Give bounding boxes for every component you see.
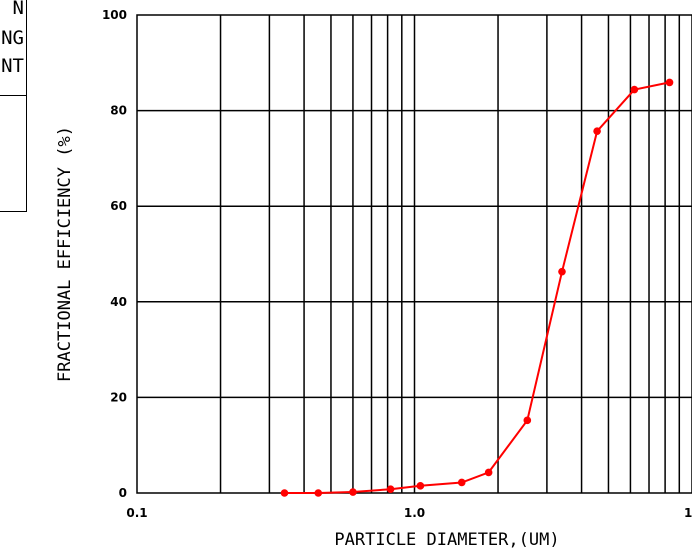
x-tick-label: 10 [684, 506, 692, 520]
series-layer [280, 78, 674, 497]
data-point [457, 478, 466, 487]
data-point [558, 267, 566, 276]
legend-line-3: NT [1, 55, 24, 77]
y-tick-label: 100 [102, 8, 127, 22]
data-point [523, 416, 532, 425]
y-tick-label: 60 [110, 199, 127, 213]
data-point [665, 78, 674, 87]
data-point [314, 489, 323, 497]
legend-divider [0, 95, 26, 96]
y-axis-title: FRACTIONAL EFFICIENCY (%) [55, 126, 75, 382]
data-point [349, 488, 357, 496]
data-point [416, 482, 425, 490]
legend-line-2: ING [0, 27, 24, 49]
y-tick-label: 40 [110, 295, 127, 309]
y-tick-label: 80 [110, 104, 127, 118]
y-tick-label: 20 [110, 390, 127, 404]
data-point [484, 468, 493, 477]
data-point [280, 489, 289, 497]
legend-line-1: N [12, 0, 24, 19]
x-tick-label: 0.1 [126, 506, 147, 520]
grid-layer [137, 15, 692, 493]
legend-box: N ING NT [0, 0, 27, 212]
data-point [593, 127, 601, 135]
x-axis-title: PARTICLE DIAMETER,(UM) [334, 530, 559, 550]
series-line [284, 81, 670, 494]
tick-layer: 0 20 40 60 80 100 0.1 1.0 10 [102, 8, 692, 520]
y-tick-label: 0 [119, 486, 127, 500]
data-point [386, 485, 395, 493]
x-tick-label: 1.0 [404, 506, 425, 520]
plot-frame [136, 14, 692, 494]
data-point [630, 85, 639, 94]
